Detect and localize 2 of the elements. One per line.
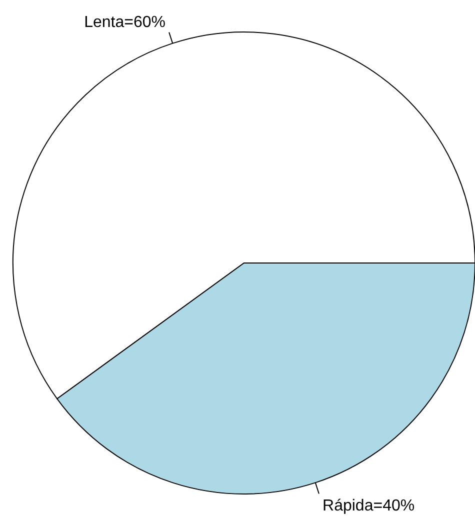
- slice-label: Lenta=60%: [84, 14, 166, 31]
- slice-label: Rápida=40%: [322, 497, 415, 514]
